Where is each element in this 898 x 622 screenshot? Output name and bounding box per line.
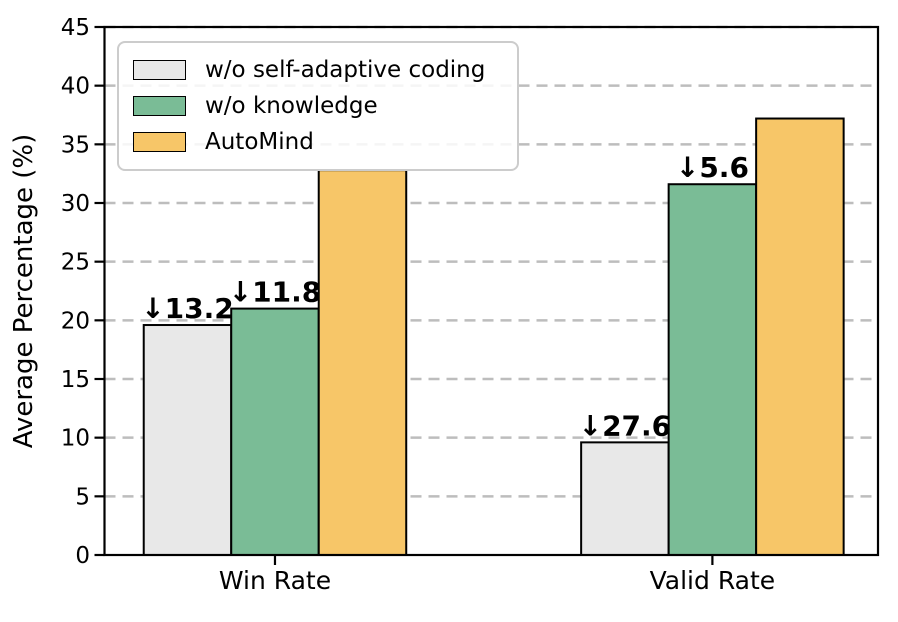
drop-annotation: ↓13.2 bbox=[141, 292, 234, 325]
bar bbox=[755, 117, 845, 557]
y-axis-ticks: 0 5 10 15 20 25 30 35 40 45 bbox=[61, 15, 105, 569]
legend-item: AutoMind bbox=[133, 124, 503, 160]
legend-label: AutoMind bbox=[205, 128, 314, 155]
legend-label: w/o knowledge bbox=[205, 92, 378, 119]
legend-item: w/o self-adaptive coding bbox=[133, 52, 503, 88]
legend: w/o self-adaptive coding w/o knowledge A… bbox=[117, 41, 519, 171]
plot-border bbox=[103, 25, 880, 557]
legend-swatch bbox=[133, 60, 186, 80]
x-axis-ticks: Win Rate Valid Rate bbox=[219, 555, 775, 595]
bar bbox=[317, 169, 408, 556]
bar bbox=[142, 324, 233, 556]
y-tick-label: 30 bbox=[61, 191, 90, 217]
y-tick-label: 40 bbox=[61, 74, 90, 100]
x-tick-label: Win Rate bbox=[219, 566, 331, 595]
y-tick-label: 0 bbox=[75, 543, 90, 569]
bar bbox=[230, 307, 320, 556]
bar bbox=[667, 183, 758, 557]
legend-swatch bbox=[133, 132, 186, 152]
x-tick-label: Valid Rate bbox=[650, 566, 776, 595]
y-tick-label: 5 bbox=[75, 484, 90, 510]
y-tick-label: 20 bbox=[61, 308, 90, 334]
y-tick-label: 35 bbox=[61, 132, 90, 158]
bar-groups bbox=[142, 117, 845, 557]
y-tick-label: 45 bbox=[61, 15, 90, 41]
y-tick-label: 15 bbox=[61, 367, 90, 393]
y-tick-label: 10 bbox=[61, 426, 90, 452]
plot-spines bbox=[103, 25, 880, 557]
drop-annotation: ↓5.6 bbox=[676, 151, 749, 184]
y-tick-label: 25 bbox=[61, 250, 90, 276]
drop-annotation: ↓11.8 bbox=[229, 276, 322, 309]
legend-label: w/o self-adaptive coding bbox=[205, 56, 486, 83]
legend-swatch bbox=[133, 96, 186, 116]
bar bbox=[580, 441, 670, 556]
y-axis-label: Average Percentage (%) bbox=[9, 134, 39, 449]
bar-annotations: ↓13.2↓11.8 ↓27.6 ↓5.6 bbox=[141, 151, 749, 442]
drop-annotation: ↓27.6 bbox=[579, 409, 672, 442]
legend-item: w/o knowledge bbox=[133, 88, 503, 124]
